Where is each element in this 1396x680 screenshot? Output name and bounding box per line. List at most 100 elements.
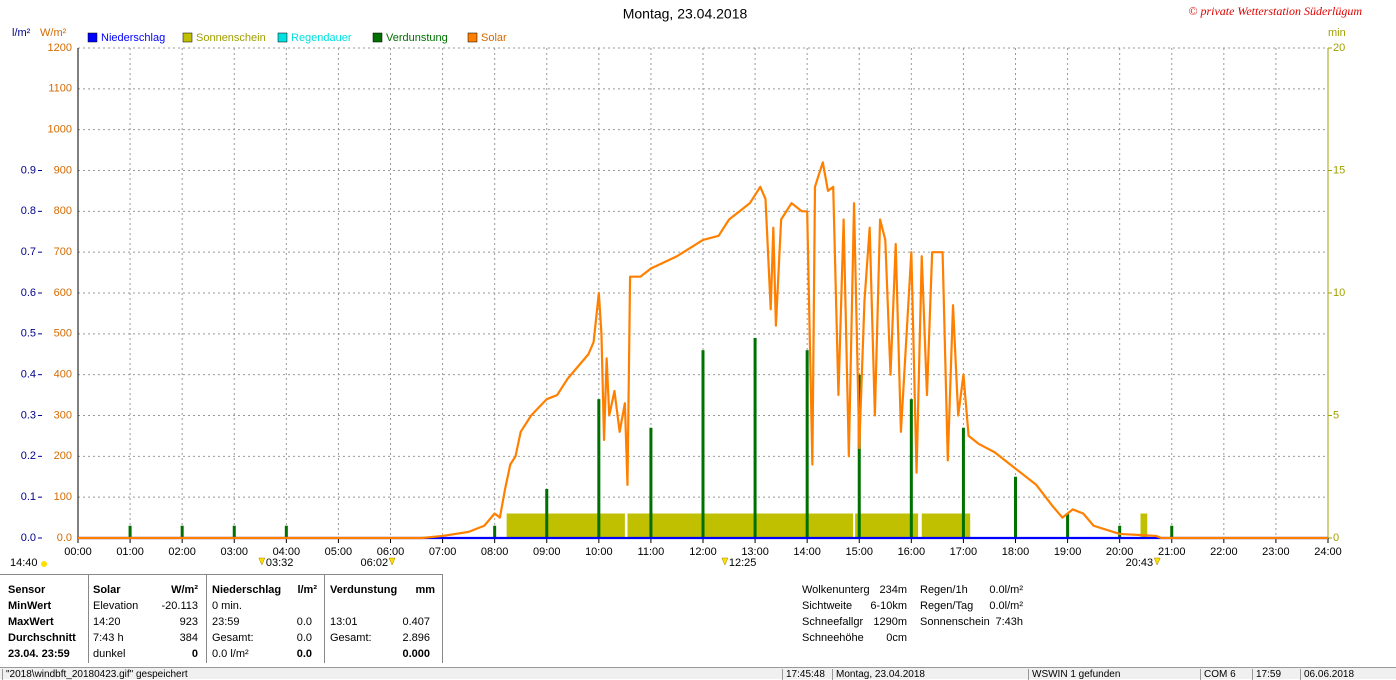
y-label: W/m² — [40, 27, 67, 39]
y3-tick-label: 0.7 — [21, 246, 36, 258]
evaporation-bar — [857, 374, 861, 538]
x-tick-label: 05:00 — [325, 546, 353, 558]
y2-tick-label: 0 — [1333, 532, 1339, 544]
y-tick-label: 600 — [54, 287, 72, 299]
x-tick-label: 08:00 — [481, 546, 509, 558]
x-tick-label: 09:00 — [533, 546, 561, 558]
evaporation-bar — [597, 399, 601, 538]
y-tick-label: 500 — [54, 328, 72, 340]
info-value: 7:43h — [995, 616, 1023, 628]
y3-tick-label: 0.6 — [21, 287, 36, 299]
chart-title: Montag, 23.04.2018 — [623, 6, 748, 22]
x-tick-label: 04:00 — [273, 546, 301, 558]
evaporation-bar — [1014, 476, 1017, 538]
stat-cell: 7:43 h — [93, 632, 124, 644]
marker — [258, 557, 266, 566]
time-label: 14:40 — [10, 557, 38, 569]
legend-swatch — [87, 32, 98, 43]
x-tick-label: 13:00 — [741, 546, 769, 558]
stat-cell: Gesamt: — [330, 632, 372, 644]
group-unit: mm — [415, 584, 435, 596]
stat-value: 923 — [179, 616, 198, 628]
panel-box — [0, 574, 89, 663]
x-tick-label: 11:00 — [638, 546, 665, 558]
x-tick-label: 24:00 — [1314, 546, 1342, 558]
marker-label: 20:43 — [1126, 557, 1154, 569]
y-tick-label: 1000 — [48, 124, 72, 136]
evaporation-bar — [961, 427, 965, 538]
evaporation-bar — [232, 525, 236, 538]
legend-swatch — [277, 32, 288, 43]
legend-label: Solar — [481, 32, 507, 44]
marker — [1153, 557, 1161, 566]
x-tick-label: 16:00 — [898, 546, 926, 558]
y2-tick-label: 10 — [1333, 287, 1345, 299]
time-dot — [41, 561, 47, 567]
x-tick-label: 01:00 — [116, 546, 144, 558]
x-tick-label: 23:00 — [1262, 546, 1290, 558]
stat-label: Durchschnitt — [8, 632, 76, 644]
copyright: © private Wetterstation Süderlügum — [1188, 4, 1362, 18]
evaporation-bar — [1118, 525, 1122, 538]
info-value: 0.0l/m² — [989, 584, 1023, 596]
stat-value: -20.113 — [161, 600, 199, 612]
info-value: 234m — [879, 584, 907, 596]
status-field: Montag, 23.04.2018 — [832, 669, 925, 680]
marker-label: 12:25 — [729, 557, 757, 569]
status-field: "2018\windbft_20180423.gif" gespeichert — [2, 669, 188, 680]
y-tick-label: 1100 — [48, 83, 72, 95]
info-value: 0cm — [886, 632, 907, 644]
stat-value: 0.407 — [402, 616, 430, 628]
group-header: Solar — [93, 584, 121, 596]
marker-label: 03:32 — [266, 557, 294, 569]
x-tick-label: 00:00 — [64, 546, 92, 558]
y2-tick-label: 15 — [1333, 164, 1345, 176]
stat-cell: Elevation — [93, 600, 139, 612]
stat-cell: 14:20 — [93, 616, 121, 628]
marker-label: 06:02 — [361, 557, 389, 569]
info-label: Schneehöhe — [802, 632, 864, 644]
y-tick-label: 100 — [54, 491, 72, 503]
info-label: Regen/Tag — [920, 600, 974, 612]
sunshine-bar — [627, 513, 853, 538]
x-tick-label: 14:00 — [793, 546, 821, 558]
x-tick-label: 12:00 — [689, 546, 717, 558]
x-tick-label: 17:00 — [950, 546, 978, 558]
y3-tick-label: 0.8 — [21, 205, 36, 217]
x-tick-label: 15:00 — [845, 546, 873, 558]
sunshine-bar — [506, 513, 625, 538]
evaporation-bar — [545, 489, 549, 538]
group-header: Niederschlag — [212, 584, 282, 596]
stat-value: 384 — [179, 632, 198, 644]
status-bar: "2018\windbft_20180423.gif" gespeichert 1… — [0, 667, 1396, 680]
panel-box — [324, 574, 443, 663]
sunshine-bar — [1140, 513, 1148, 538]
group-unit: l/m² — [297, 584, 317, 596]
evaporation-bar — [701, 350, 705, 538]
y3-tick-label: 0.9 — [21, 164, 36, 176]
legend-label: Niederschlag — [101, 32, 165, 44]
y2-tick-label: 5 — [1333, 409, 1339, 421]
y2-label: min — [1328, 27, 1346, 39]
stat-label: MaxWert — [8, 616, 54, 628]
status-field: 17:59 — [1252, 669, 1281, 680]
stat-value: 2.896 — [402, 632, 430, 644]
stat-label: MinWert — [8, 600, 52, 612]
status-field: 06.06.2018 — [1300, 669, 1354, 680]
stat-cell: 23:59 — [212, 616, 240, 628]
x-tick-label: 03:00 — [220, 546, 248, 558]
x-tick-label: 10:00 — [585, 546, 613, 558]
legend-label: Regendauer — [291, 32, 352, 44]
y3-tick-label: 0.5 — [21, 328, 36, 340]
x-tick-label: 19:00 — [1054, 546, 1082, 558]
info-label: Wolkenunterg — [802, 584, 870, 596]
info-value: 6-10km — [870, 600, 907, 612]
x-tick-label: 07:00 — [429, 546, 457, 558]
evaporation-bar — [284, 525, 288, 538]
legend-label: Sonnenschein — [196, 32, 266, 44]
stat-cell: 0.0 l/m² — [212, 648, 249, 660]
x-tick-label: 02:00 — [168, 546, 196, 558]
stats-panel: Sensor MinWert MaxWert Durchschnitt 23.04. 2… — [0, 574, 1396, 666]
panel-box — [88, 574, 207, 663]
